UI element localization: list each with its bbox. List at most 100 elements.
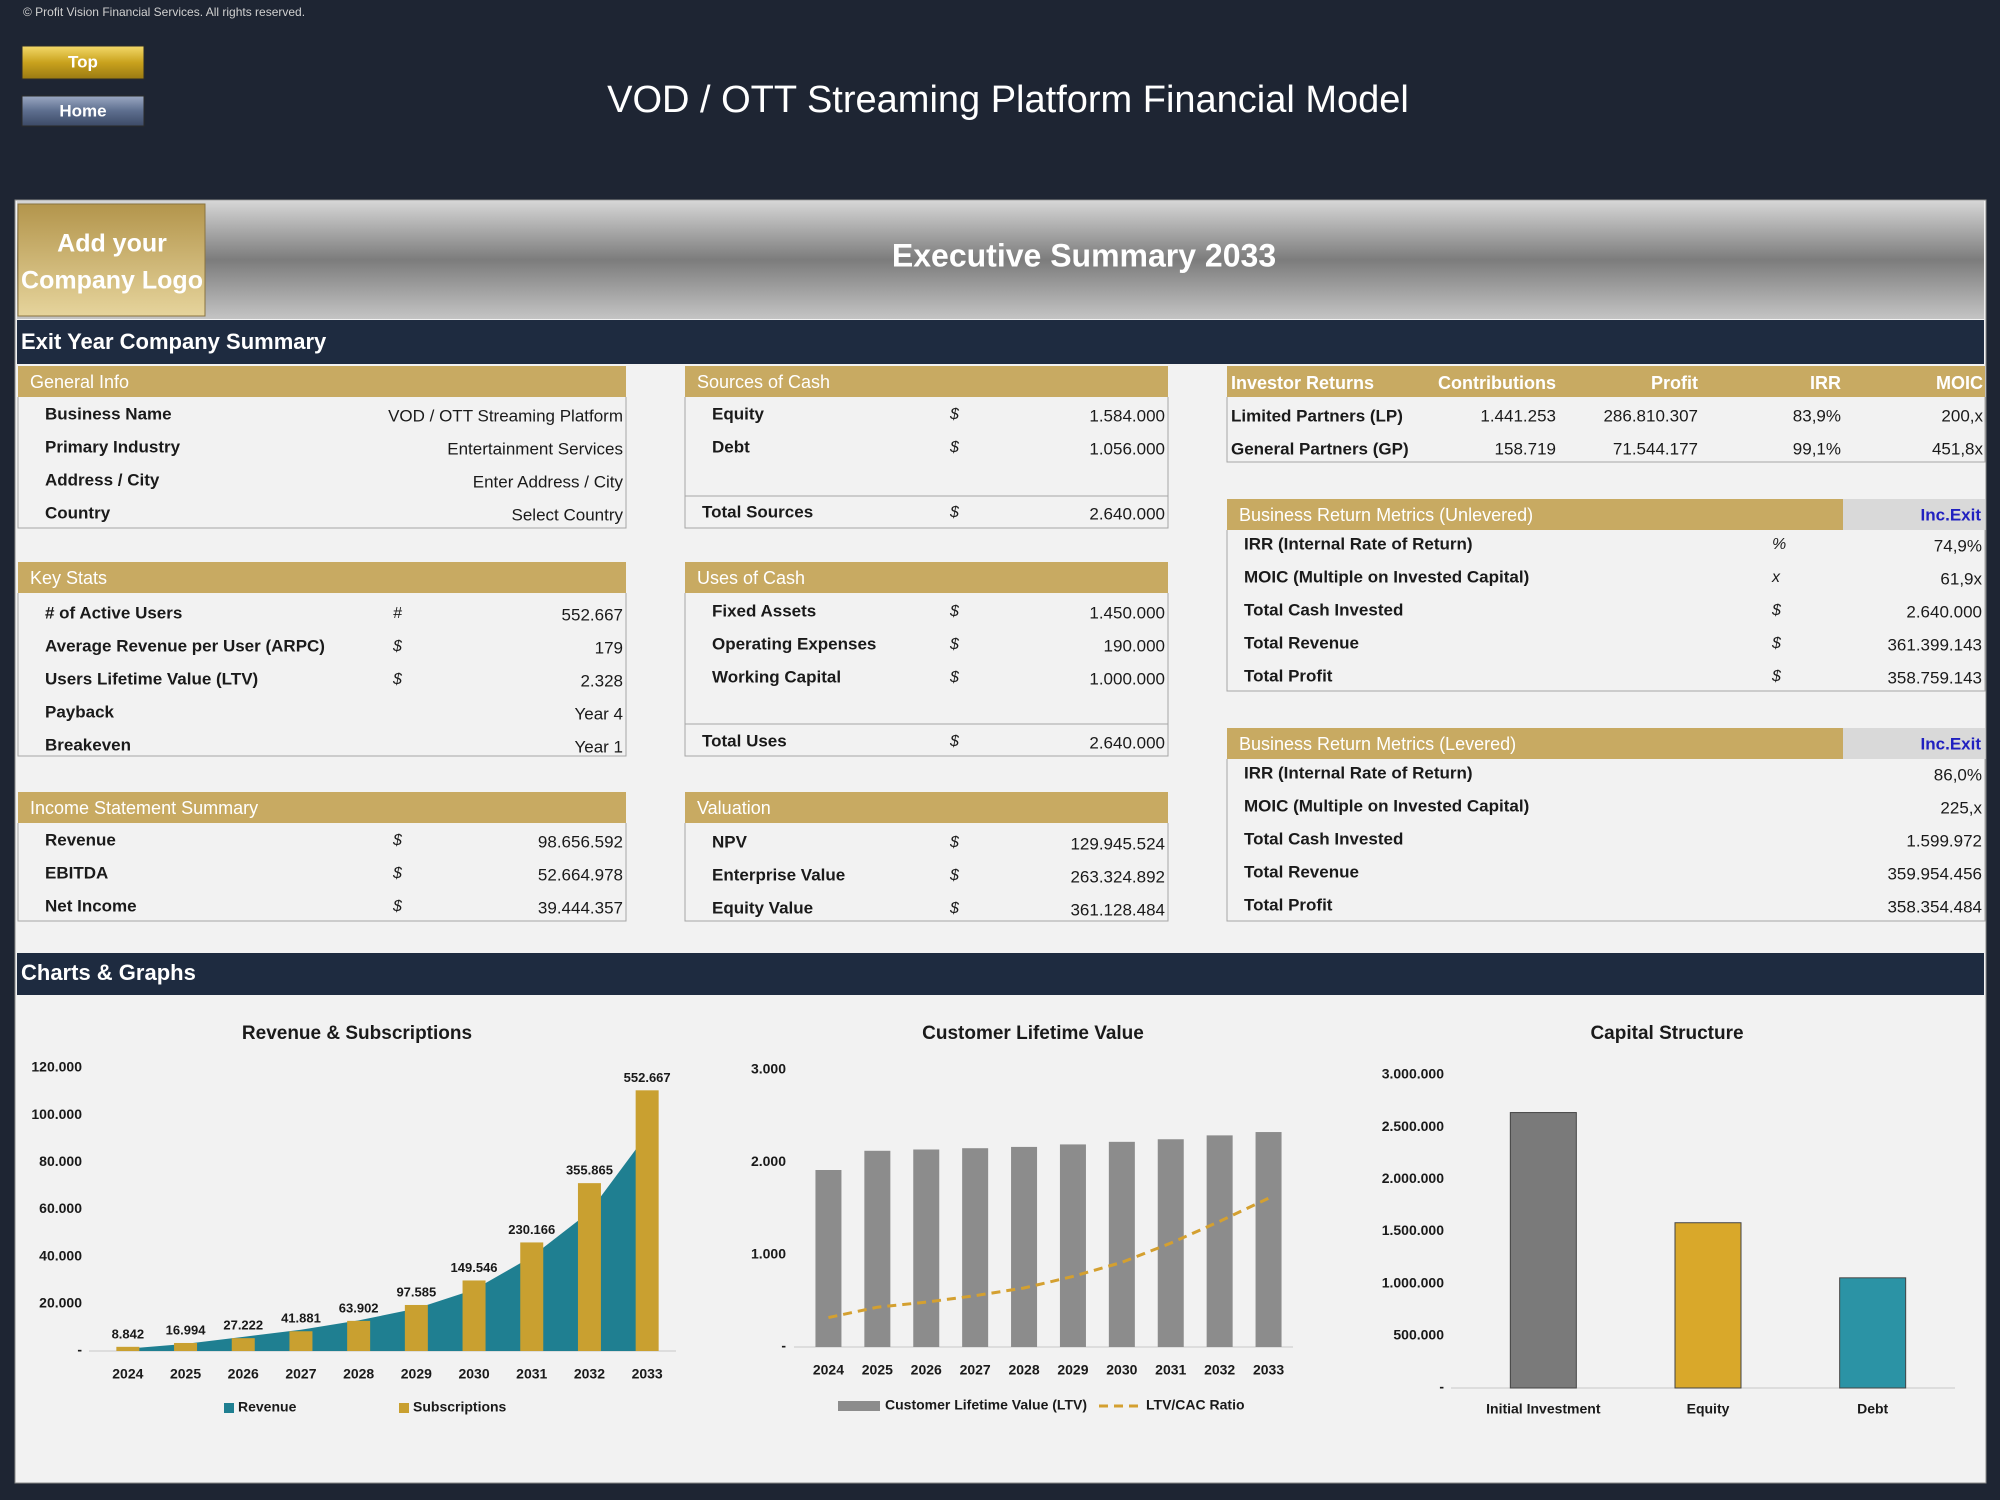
y-tick-label: - bbox=[77, 1342, 82, 1358]
y-tick-label: 20.000 bbox=[39, 1295, 82, 1311]
logo-text: Company Logo bbox=[21, 267, 203, 295]
x-tick-label: 2030 bbox=[458, 1366, 489, 1382]
row-label: Operating Expenses bbox=[712, 634, 876, 653]
bar bbox=[1206, 1135, 1233, 1347]
x-tick-label: 2031 bbox=[1155, 1362, 1186, 1378]
y-tick-label: - bbox=[781, 1338, 786, 1354]
row-unit: # bbox=[393, 605, 403, 622]
row-unit: $ bbox=[392, 865, 403, 882]
data-label: 27.222 bbox=[223, 1318, 263, 1333]
bar bbox=[462, 1280, 486, 1351]
home-button[interactable] bbox=[21, 95, 145, 127]
top-button[interactable] bbox=[21, 45, 145, 80]
y-tick-label: 3.000 bbox=[751, 1061, 786, 1077]
column-header: Profit bbox=[1651, 373, 1698, 393]
row-value: 225,x bbox=[1940, 798, 1982, 817]
row-label: Payback bbox=[45, 702, 115, 721]
y-tick-label: 40.000 bbox=[39, 1247, 82, 1263]
summary-header bbox=[17, 201, 1984, 319]
x-tick-label: 2028 bbox=[343, 1366, 374, 1382]
y-tick-label: 2.000.000 bbox=[1382, 1170, 1444, 1186]
bar bbox=[174, 1342, 198, 1351]
data-label: 230.166 bbox=[508, 1222, 555, 1237]
row-unit: $ bbox=[949, 669, 960, 686]
panel-title: Valuation bbox=[697, 798, 771, 818]
row-label: Total Cash Invested bbox=[1244, 600, 1403, 619]
bar bbox=[1108, 1141, 1135, 1347]
row-value: 1.599.972 bbox=[1906, 831, 1982, 850]
x-tick-label: 2028 bbox=[1008, 1362, 1039, 1378]
panel-title: Business Return Metrics (Levered) bbox=[1239, 734, 1516, 754]
y-tick-label: 2.500.000 bbox=[1382, 1118, 1444, 1134]
panel-border bbox=[684, 593, 1169, 757]
x-tick-label: 2027 bbox=[285, 1366, 316, 1382]
area bbox=[127, 1134, 648, 1351]
bar bbox=[116, 1346, 140, 1351]
row-unit: $ bbox=[949, 603, 960, 620]
row-label: Country bbox=[45, 503, 111, 522]
row-value: 358.354.484 bbox=[1887, 897, 1982, 916]
tag-box bbox=[1843, 499, 1985, 530]
row-label: EBITDA bbox=[45, 863, 108, 882]
row-label: MOIC (Multiple on Invested Capital) bbox=[1244, 796, 1529, 815]
chart-title: Customer Lifetime Value bbox=[922, 1023, 1144, 1044]
row-value: 129.945.524 bbox=[1070, 834, 1165, 853]
row-label: Working Capital bbox=[712, 667, 841, 686]
row-unit: $ bbox=[949, 733, 960, 750]
home-button-label[interactable]: Home bbox=[59, 101, 106, 120]
y-tick-label: 3.000.000 bbox=[1382, 1066, 1444, 1082]
bar bbox=[347, 1320, 371, 1351]
data-label: 97.585 bbox=[396, 1284, 436, 1299]
panel-border bbox=[684, 397, 1169, 529]
y-tick-label: 2.000 bbox=[751, 1153, 786, 1169]
row-value: 61,9x bbox=[1940, 569, 1982, 588]
section-title: Charts & Graphs bbox=[21, 960, 196, 985]
bar bbox=[1255, 1132, 1282, 1347]
copyright: © Profit Vision Financial Services. All … bbox=[23, 5, 305, 19]
row-unit: x bbox=[1771, 569, 1781, 586]
row-unit: $ bbox=[949, 867, 960, 884]
x-tick-label: Debt bbox=[1857, 1401, 1888, 1417]
panel-header bbox=[18, 562, 626, 593]
row-unit: $ bbox=[1771, 635, 1782, 652]
panel-title: General Info bbox=[30, 372, 129, 392]
row-label: Total Sources bbox=[702, 502, 813, 521]
panel-header bbox=[18, 366, 626, 397]
panel-border bbox=[17, 593, 627, 757]
panel-header bbox=[18, 792, 626, 823]
data-label: 355.865 bbox=[566, 1163, 613, 1178]
column-header: MOIC bbox=[1936, 373, 1983, 393]
x-tick-label: 2026 bbox=[228, 1366, 259, 1382]
chart-title: Capital Structure bbox=[1590, 1023, 1743, 1044]
legend-swatch bbox=[224, 1403, 234, 1413]
panel-header bbox=[685, 366, 1168, 397]
panel-title: Income Statement Summary bbox=[30, 798, 258, 818]
bar bbox=[1011, 1146, 1038, 1347]
panel-title: Key Stats bbox=[30, 568, 107, 588]
x-tick-label: 2031 bbox=[516, 1366, 547, 1382]
data-label: 16.994 bbox=[166, 1322, 207, 1337]
bar bbox=[231, 1338, 255, 1351]
x-tick-label: 2025 bbox=[170, 1366, 201, 1382]
y-tick-label: 1.000.000 bbox=[1382, 1274, 1444, 1290]
panel-title: Sources of Cash bbox=[697, 372, 830, 392]
row-label: Business Name bbox=[45, 404, 172, 423]
row-value: 1.056.000 bbox=[1089, 439, 1165, 458]
cell-value: 158.719 bbox=[1495, 439, 1556, 458]
row-value: 358.759.143 bbox=[1887, 668, 1982, 687]
top-button-label[interactable]: Top bbox=[68, 52, 98, 71]
row-value: Entertainment Services bbox=[447, 439, 623, 458]
tag-label: Inc.Exit bbox=[1921, 734, 1982, 753]
line bbox=[828, 1196, 1270, 1320]
row-value: Enter Address / City bbox=[473, 472, 624, 491]
summary-title: Executive Summary 2033 bbox=[892, 237, 1276, 273]
bar bbox=[289, 1331, 313, 1351]
bar bbox=[962, 1148, 989, 1347]
row-label: Breakeven bbox=[45, 735, 131, 754]
column-header: IRR bbox=[1810, 373, 1841, 393]
column-header: Contributions bbox=[1438, 373, 1556, 393]
row-value: 1.584.000 bbox=[1089, 406, 1165, 425]
row-label: Fixed Assets bbox=[712, 601, 816, 620]
tag-label: Inc.Exit bbox=[1921, 505, 1982, 524]
